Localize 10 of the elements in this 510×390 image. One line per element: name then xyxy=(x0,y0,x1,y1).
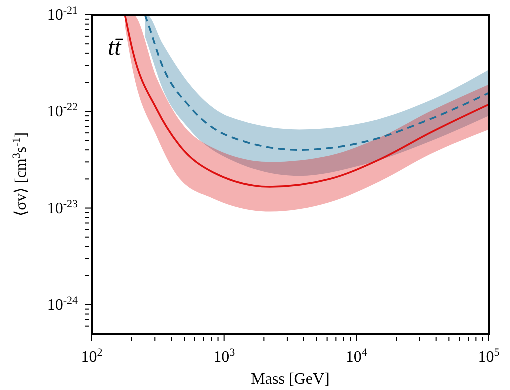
x-tick-label: 10$^{2}$ xyxy=(81,347,103,366)
y-tick-label: 10$^{-23}$ xyxy=(47,198,78,218)
x-axis-title: Mass [GeV] xyxy=(251,371,330,388)
x-tick-label: 10$^{5}$ xyxy=(478,347,500,366)
y-tick-label: 10$^{-22}$ xyxy=(47,102,78,121)
x-tick-label: 10$^{4}$ xyxy=(346,347,368,366)
y-tick-label: 10$^{-24}$ xyxy=(47,294,78,314)
annotation: tt̄ xyxy=(108,35,124,61)
x-tick-label: 10$^{3}$ xyxy=(214,347,236,366)
y-tick-label: 10$^{-21}$ xyxy=(47,5,78,24)
